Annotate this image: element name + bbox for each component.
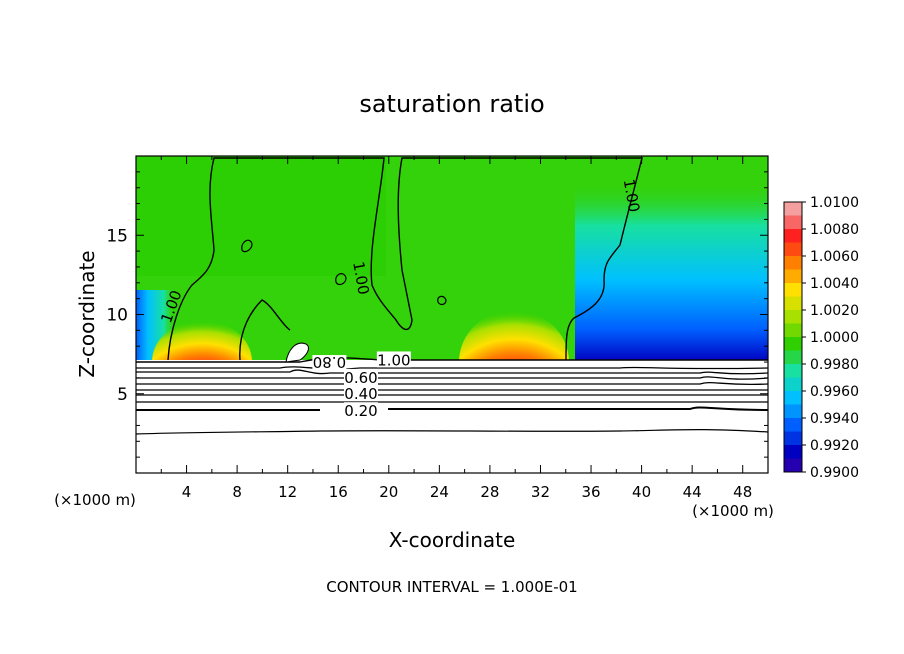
contour-label: 0.80 [312,353,347,372]
x-tick-label: 16 [329,483,348,501]
colorbar-tick-label: 1.0020 [810,303,859,319]
colorbar-band [784,418,802,446]
contour-1-00-left [167,157,643,361]
colorbar-tick-label: 1.0080 [810,222,859,238]
x-tick-label: 24 [430,483,449,501]
colorbar-subband [784,350,802,364]
colorbar-tick-label: 0.9940 [810,411,859,427]
colorbar-band [784,337,802,365]
x-tick-label: 40 [632,483,651,501]
contour-label-background [343,368,378,385]
colorbar-tick-label: 0.9980 [810,357,859,373]
contour-label-background [343,402,378,419]
x-tick-label: 8 [232,483,242,501]
y-axis-label: Z-coordinate [75,250,99,377]
upper-left-green [136,156,386,276]
colorbar-subband [784,323,802,337]
contour-1-00-right [239,299,291,361]
x-axis-label: X-coordinate [389,528,516,552]
x-tick-label: 48 [733,483,752,501]
colorbar-band [784,283,802,311]
contour-level-0-60 [136,381,768,386]
colorbar-band [784,391,802,419]
contour-label-text: 1.00 [377,351,410,369]
colorbar-tick-label: 1.0040 [810,276,859,292]
x-tick-label: 44 [683,483,702,501]
x-axis: 4 8 12 16 20 24 28 32 36 40 44 48 [160,156,752,501]
contour-level-0-80 [136,369,768,375]
y-axis: 5 10 15 [106,171,768,458]
colorbar-subband [784,431,802,445]
x-unit-right: (×1000 m) [692,502,774,520]
colorbar-tick-label: 0.9960 [810,384,859,400]
contour-label-text: 0.80 [313,353,346,371]
x-tick-label: 32 [531,483,550,501]
colorbar-tick-label: 0.9900 [810,465,859,481]
contour-level-0-20 [136,406,768,411]
x-tick-label: 36 [581,483,600,501]
subcloud-layer [136,360,768,473]
y-tick-label: 10 [106,306,128,326]
chart-title: saturation ratio [359,90,544,118]
x-tick-label: 28 [480,483,499,501]
contour-label: 1.00 [620,178,644,214]
colorbar-band [784,310,802,338]
colorbar-band [784,229,802,257]
contour-label: 0.20 [343,402,378,420]
contour-label-text: 0.60 [344,369,377,387]
cloud-base-white-patch [285,342,309,363]
contour-small-loop-2 [335,273,347,286]
plot-area [136,156,768,473]
contour-label: 0.60 [343,368,378,387]
colorbar-subband [784,404,802,418]
contour-small-loop-3 [437,295,447,306]
colorbar-band [784,364,802,392]
y-tick-label: 15 [106,226,128,246]
colorbar-tick-label: 1.0060 [810,249,859,265]
colorbar-subband [784,377,802,391]
contour-label-background [376,351,411,368]
contour-level-0-90 [136,366,768,370]
colorbar-tick-label: 1.0100 [810,195,859,211]
colorbar-band [784,202,802,230]
contour-label: 1.00 [349,260,373,296]
x-tick-label: 4 [182,483,192,501]
right-dry-zone [575,180,768,362]
contour-label-text: 1.00 [620,178,644,214]
contour-label-background [343,384,378,401]
colorbar-subband [784,296,802,310]
contour-small-loop-1 [241,239,253,253]
contour-label: 0.40 [343,384,378,403]
colorbar-tick-label: 1.0000 [810,330,859,346]
contour-label-text: 1.00 [349,260,373,296]
x-unit-left: (×1000 m) [54,491,136,509]
colorbar-subband [784,458,802,472]
y-tick-label: 5 [117,385,128,405]
colorbar-subband [784,215,802,229]
colorbar-subband [784,242,802,256]
contour-interval-note: CONTOUR INTERVAL = 1.000E-01 [326,578,577,596]
contour-label-text: 0.40 [344,385,377,403]
colorbar-subband [784,269,802,283]
colorbar-band [784,256,802,284]
contour-label: 1.00 [376,351,411,369]
colorbar-band [784,445,802,473]
contour-level-0-70 [136,376,768,380]
contour-level-0-10 [136,429,768,435]
x-tick-label: 12 [278,483,297,501]
colorbar: 1.0100 1.0080 1.0060 1.0040 1.0020 1.0000 0.99… [783,195,859,481]
contour-label-background [312,355,347,372]
contour-label-text: 0.20 [344,402,377,420]
colorbar-tick-label: 0.9920 [810,438,859,454]
x-tick-label: 20 [379,483,398,501]
